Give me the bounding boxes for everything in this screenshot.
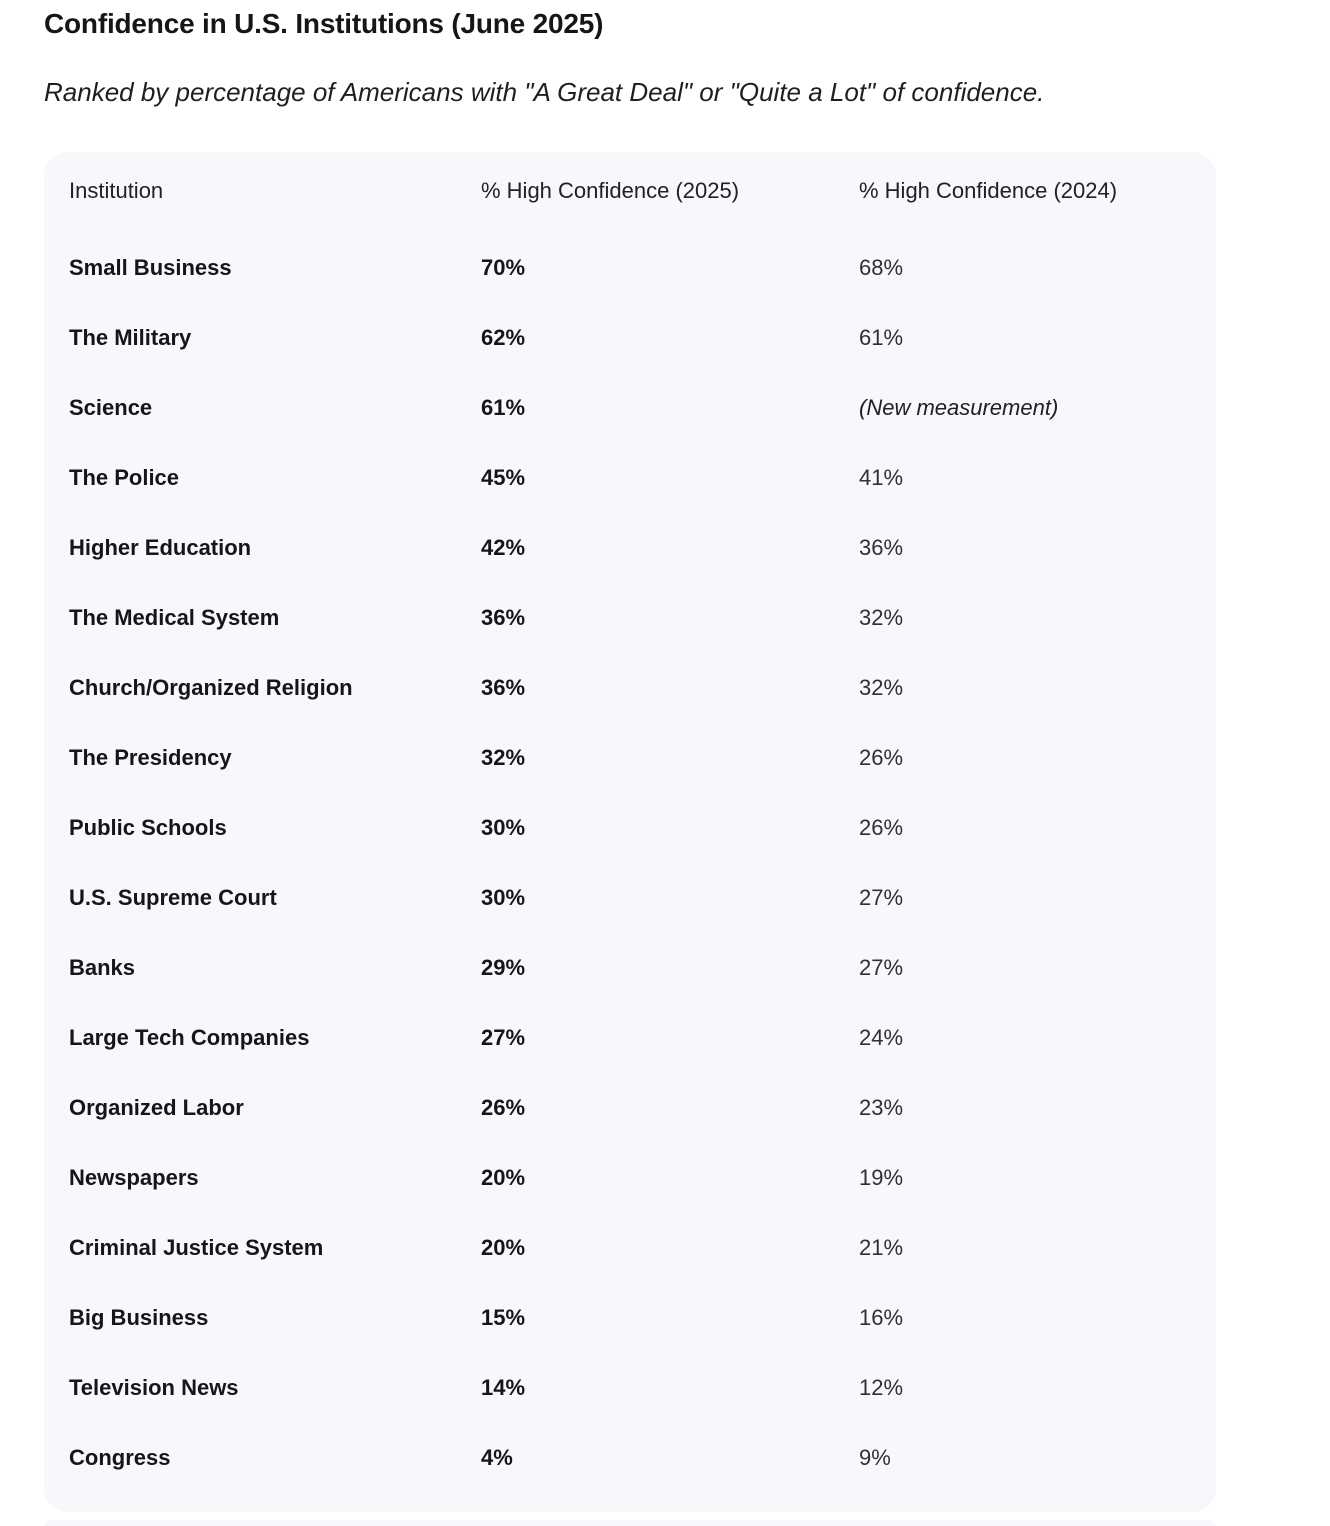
table-body: Small Business 70% 68% The Military 62% 61% Sc… [69, 232, 1191, 1492]
value-2024-cell: 12% [859, 1374, 904, 1400]
value-2024-cell: 9% [859, 1444, 891, 1470]
table-row: The Police 45% 41% [69, 442, 1191, 512]
table-row: Big Business 15% 16% [69, 1282, 1191, 1352]
institution-cell: The Military [69, 324, 192, 350]
table-row: Organized Labor 26% 23% [69, 1072, 1191, 1142]
value-2025-cell: 36% [481, 674, 526, 700]
institution-cell: Banks [69, 954, 136, 980]
table-row: Small Business 70% 68% [69, 232, 1191, 302]
value-2024-cell: 41% [859, 464, 904, 490]
value-2025-cell: 30% [481, 814, 526, 840]
value-2025-cell: 61% [481, 394, 526, 420]
value-2025-cell: 4% [481, 1444, 513, 1470]
confidence-table-card: Institution % High Confidence (2025) % H… [44, 152, 1216, 1513]
institution-cell: Science [69, 394, 153, 420]
table-row: Church/Organized Religion 36% 32% [69, 652, 1191, 722]
value-2024-cell: 19% [859, 1164, 904, 1190]
value-2025-cell: 20% [481, 1234, 526, 1260]
value-2025-cell: 14% [481, 1374, 526, 1400]
value-2024-cell: 24% [859, 1024, 904, 1050]
value-2025-cell: 27% [481, 1024, 526, 1050]
table-row: Public Schools 30% 26% [69, 792, 1191, 862]
table-row: Criminal Justice System 20% 21% [69, 1212, 1191, 1282]
table-row: Science 61% (New measurement) [69, 372, 1191, 442]
value-2025-cell: 26% [481, 1094, 526, 1120]
institution-cell: Criminal Justice System [69, 1234, 324, 1260]
institution-cell: Higher Education [69, 534, 252, 560]
page-subtitle: Ranked by percentage of Americans with "… [44, 77, 1045, 108]
value-2025-cell: 36% [481, 604, 526, 630]
table-row: The Medical System 36% 32% [69, 582, 1191, 652]
value-2024-cell: 61% [859, 324, 904, 350]
value-2024-cell: 26% [859, 814, 904, 840]
table-header-row: Institution % High Confidence (2025) % H… [69, 156, 1191, 224]
institution-cell: Newspapers [69, 1164, 199, 1190]
next-card-top-edge [44, 1520, 1216, 1526]
table-row: The Presidency 32% 26% [69, 722, 1191, 792]
value-2025-cell: 42% [481, 534, 526, 560]
column-header-institution: Institution [69, 177, 164, 203]
value-2025-cell: 15% [481, 1304, 526, 1330]
institution-cell: Large Tech Companies [69, 1024, 310, 1050]
institution-cell: The Police [69, 464, 180, 490]
value-2024-cell: 68% [859, 254, 904, 280]
table-row: Higher Education 42% 36% [69, 512, 1191, 582]
table-row: Large Tech Companies 27% 24% [69, 1002, 1191, 1072]
institution-cell: Congress [69, 1444, 171, 1470]
value-2025-cell: 45% [481, 464, 526, 490]
value-2025-cell: 62% [481, 324, 526, 350]
value-2024-cell: 32% [859, 604, 904, 630]
value-2025-cell: 70% [481, 254, 526, 280]
institution-cell: Television News [69, 1374, 239, 1400]
value-2024-cell: 16% [859, 1304, 904, 1330]
institution-cell: Organized Labor [69, 1094, 244, 1120]
value-2024-cell: 27% [859, 884, 904, 910]
value-2024-cell: 23% [859, 1094, 904, 1120]
institution-cell: U.S. Supreme Court [69, 884, 277, 910]
value-2025-cell: 20% [481, 1164, 526, 1190]
value-2025-cell: 29% [481, 954, 526, 980]
institution-cell: Small Business [69, 254, 232, 280]
value-2024-cell: 32% [859, 674, 904, 700]
page-title: Confidence in U.S. Institutions (June 20… [44, 8, 604, 39]
table-row: Television News 14% 12% [69, 1352, 1191, 1422]
value-2024-cell: 21% [859, 1234, 904, 1260]
table-row: The Military 62% 61% [69, 302, 1191, 372]
institution-cell: Big Business [69, 1304, 209, 1330]
institution-cell: The Medical System [69, 604, 280, 630]
table-row: Banks 29% 27% [69, 932, 1191, 1002]
value-2024-cell: 27% [859, 954, 904, 980]
value-2025-cell: 32% [481, 744, 526, 770]
institution-cell: Church/Organized Religion [69, 674, 353, 700]
institution-cell: The Presidency [69, 744, 232, 770]
table-row: Newspapers 20% 19% [69, 1142, 1191, 1212]
value-2025-cell: 30% [481, 884, 526, 910]
column-header-2025: % High Confidence (2025) [481, 177, 740, 203]
column-header-2024: % High Confidence (2024) [859, 177, 1118, 203]
table-row: Congress 4% 9% [69, 1422, 1191, 1492]
value-2024-cell: (New measurement) [859, 394, 1059, 420]
value-2024-cell: 36% [859, 534, 904, 560]
table-row: U.S. Supreme Court 30% 27% [69, 862, 1191, 932]
institution-cell: Public Schools [69, 814, 227, 840]
value-2024-cell: 26% [859, 744, 904, 770]
